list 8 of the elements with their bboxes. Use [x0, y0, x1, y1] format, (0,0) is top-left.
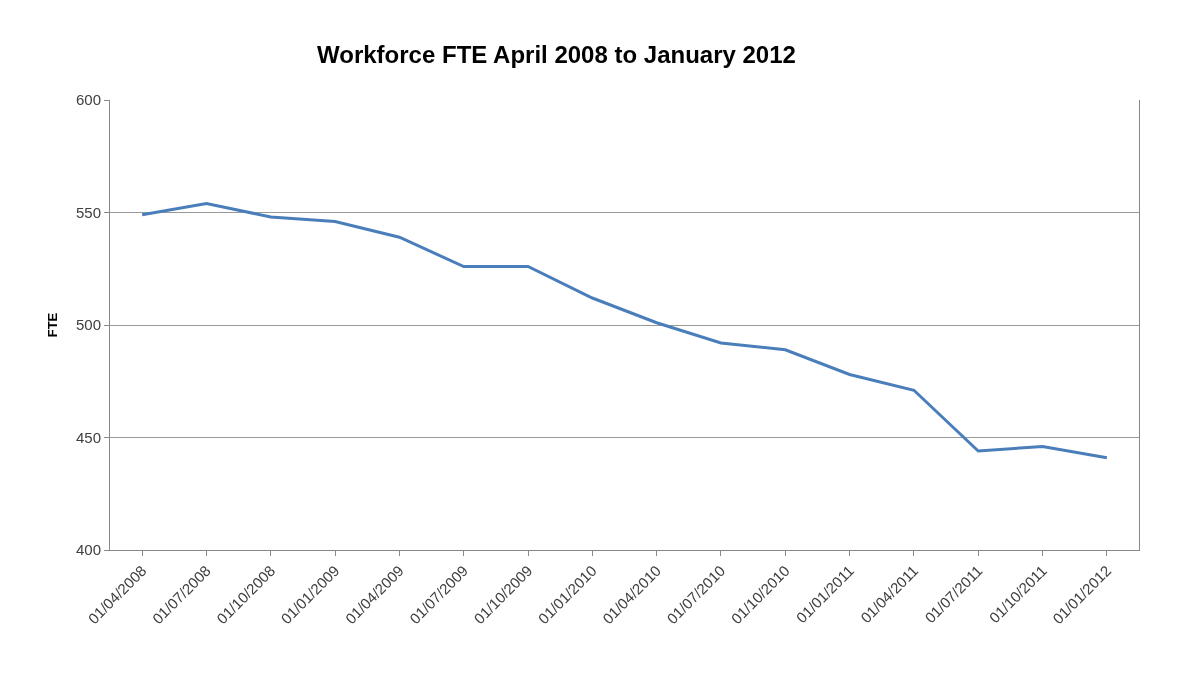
- y-tick-label: 500: [75, 316, 101, 334]
- line-series: [140, 202, 1109, 460]
- y-tick-label: 400: [75, 541, 101, 559]
- y-tick-label: 450: [75, 428, 101, 446]
- y-tick-label: 600: [75, 91, 101, 109]
- y-tick-label: 550: [75, 203, 101, 221]
- chart-title: Workforce FTE April 2008 to January 2012: [317, 40, 796, 68]
- y-axis-title: FTE: [44, 312, 60, 338]
